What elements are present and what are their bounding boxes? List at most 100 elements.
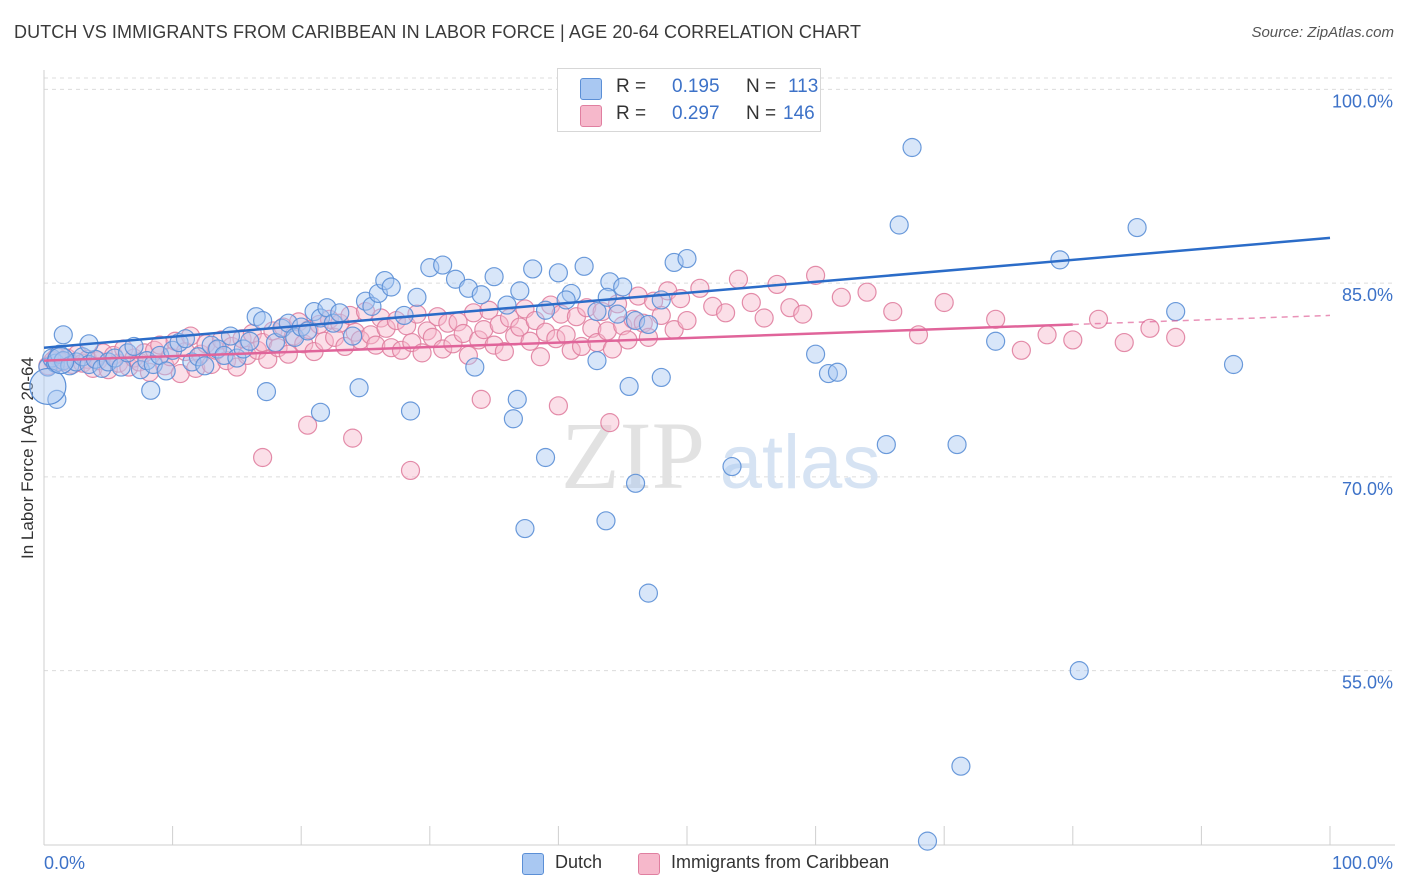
dutch-point bbox=[240, 331, 260, 351]
caribbean-point bbox=[986, 309, 1006, 329]
dutch-point bbox=[651, 367, 671, 388]
trend-lines bbox=[43, 236, 1331, 362]
caribbean-swatch bbox=[580, 105, 602, 127]
watermark-atlas: atlas bbox=[720, 420, 881, 505]
dutch-point bbox=[523, 259, 543, 279]
n-label: N = bbox=[746, 103, 777, 124]
y-tick-label: 70.0% bbox=[1342, 479, 1393, 499]
dutch-point bbox=[141, 380, 161, 400]
dutch-trend-line bbox=[43, 236, 1331, 349]
caribbean-point bbox=[170, 363, 190, 384]
dutch-point bbox=[574, 256, 594, 276]
caribbean-point bbox=[690, 278, 710, 298]
caribbean-point bbox=[793, 304, 813, 324]
dutch-point bbox=[664, 252, 684, 273]
dutch-point bbox=[902, 137, 922, 158]
dutch-point bbox=[805, 344, 826, 364]
caribbean-point bbox=[1063, 330, 1083, 350]
caribbean-point bbox=[427, 307, 448, 327]
caribbean-point bbox=[1011, 340, 1031, 360]
dutch-point bbox=[876, 434, 896, 455]
x-tick-label: 100.0% bbox=[1332, 853, 1393, 873]
dutch-point bbox=[1069, 661, 1089, 681]
dutch-point bbox=[497, 295, 517, 315]
n-label: N = bbox=[746, 76, 777, 97]
caribbean-point bbox=[400, 460, 421, 481]
dutch-point bbox=[510, 281, 530, 301]
dutch-legend-swatch bbox=[522, 853, 544, 875]
dutch-point bbox=[951, 756, 971, 776]
y-tick-label: 55.0% bbox=[1342, 673, 1393, 693]
source-credit: Source: ZipAtlas.com bbox=[1251, 24, 1394, 41]
caribbean-point bbox=[754, 308, 774, 328]
r-label: R = bbox=[616, 76, 647, 97]
dutch-point bbox=[889, 215, 909, 235]
caribbean-point bbox=[715, 303, 736, 323]
dutch-point bbox=[465, 357, 485, 377]
caribbean-point bbox=[548, 396, 569, 416]
dutch-point bbox=[1127, 217, 1147, 238]
dutch-point bbox=[917, 831, 938, 851]
caribbean-point bbox=[343, 428, 363, 448]
caribbean-point bbox=[805, 265, 826, 285]
caribbean-point bbox=[520, 331, 540, 351]
dutch-n-value: 113 bbox=[788, 76, 819, 97]
dutch-point bbox=[433, 255, 453, 275]
caribbean-point bbox=[1088, 309, 1109, 329]
dutch-point bbox=[535, 447, 556, 468]
dutch-point bbox=[400, 401, 421, 421]
dutch-point bbox=[556, 290, 576, 310]
dutch-point bbox=[587, 301, 607, 322]
y-tick-label: 100.0% bbox=[1332, 91, 1393, 111]
caribbean-point bbox=[857, 282, 877, 302]
caribbean-point bbox=[831, 287, 851, 307]
caribbean-point bbox=[741, 292, 761, 313]
dutch-point bbox=[515, 518, 535, 539]
y-tick-label: 85.0% bbox=[1342, 285, 1393, 305]
dutch-point bbox=[503, 409, 523, 429]
caribbean-point bbox=[728, 269, 749, 289]
caribbean-point bbox=[443, 334, 463, 354]
dutch-swatch bbox=[580, 78, 602, 100]
caribbean-point bbox=[556, 325, 576, 345]
caribbean-point bbox=[471, 389, 491, 409]
caribbean-point bbox=[600, 413, 620, 433]
caribbean-point bbox=[278, 344, 298, 364]
watermark: ZIP atlas bbox=[561, 402, 880, 509]
dutch-point bbox=[156, 361, 176, 381]
dutch-point bbox=[343, 326, 363, 346]
dutch-point bbox=[484, 267, 504, 287]
tick-labels: 55.0% 70.0% 85.0% 100.0% 0.0% 100.0% bbox=[44, 91, 1393, 873]
dutch-point bbox=[722, 456, 742, 477]
dutch-point bbox=[638, 583, 659, 603]
caribbean-point bbox=[677, 310, 697, 331]
caribbean-point bbox=[253, 447, 273, 468]
caribbean-point bbox=[298, 415, 318, 435]
dutch-point bbox=[256, 382, 277, 402]
dutch-point bbox=[619, 376, 639, 397]
caribbean-point bbox=[535, 322, 556, 342]
dutch-point bbox=[597, 287, 617, 307]
dutch-point-cluster bbox=[29, 367, 67, 406]
dutch-point bbox=[53, 325, 73, 345]
x-tick-label: 0.0% bbox=[44, 853, 85, 873]
dutch-r-value: 0.195 bbox=[672, 76, 720, 97]
dutch-point bbox=[330, 303, 350, 323]
dutch-point bbox=[625, 310, 646, 331]
dutch-point bbox=[827, 362, 848, 382]
caribbean-legend-label: Immigrants from Caribbean bbox=[671, 852, 890, 872]
watermark-zip: ZIP bbox=[561, 402, 705, 509]
caribbean-point bbox=[592, 301, 612, 322]
dutch-point bbox=[124, 336, 144, 357]
dutch-point bbox=[175, 329, 196, 349]
dutch-point bbox=[596, 511, 616, 531]
dutch-point bbox=[1166, 301, 1186, 322]
caribbean-trend-line bbox=[43, 323, 1073, 362]
dutch-point bbox=[195, 356, 215, 376]
caribbean-trend-extension bbox=[1072, 314, 1331, 326]
dutch-point bbox=[310, 402, 331, 422]
gridlines bbox=[44, 77, 1395, 672]
dutch-point bbox=[947, 434, 967, 455]
dutch-point bbox=[625, 473, 646, 493]
